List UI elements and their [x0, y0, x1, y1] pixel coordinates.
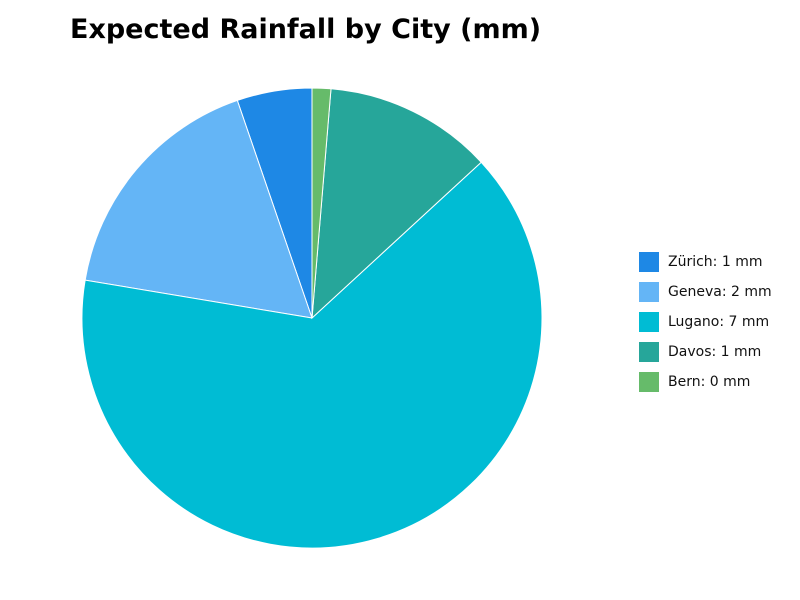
legend-item: Lugano: 7 mm: [639, 307, 772, 337]
legend-swatch: [639, 282, 659, 302]
legend: Zürich: 1 mm Geneva: 2 mm Lugano: 7 mm Davo…: [639, 247, 772, 397]
legend-swatch: [639, 372, 659, 392]
legend-label: Lugano: 7 mm: [668, 314, 770, 330]
legend-item: Zürich: 1 mm: [639, 247, 772, 277]
legend-label: Davos: 1 mm: [668, 344, 762, 360]
pie-slice-bern: [311, 87, 332, 319]
legend-label: Geneva: 2 mm: [668, 284, 772, 300]
legend-label: Zürich: 1 mm: [668, 254, 763, 270]
legend-swatch: [639, 252, 659, 272]
pie-slice-geneva: [84, 99, 313, 319]
legend-label: Bern: 0 mm: [668, 374, 751, 390]
pie-slice-lugano: [81, 161, 543, 549]
chart-title: Expected Rainfall by City (mm): [70, 14, 542, 45]
legend-swatch: [639, 312, 659, 332]
pie-slices: [81, 87, 543, 549]
pie-slice-davos: [311, 88, 482, 320]
legend-swatch: [639, 342, 659, 362]
legend-item: Davos: 1 mm: [639, 337, 772, 367]
legend-item: Geneva: 2 mm: [639, 277, 772, 307]
legend-item: Bern: 0 mm: [639, 367, 772, 397]
